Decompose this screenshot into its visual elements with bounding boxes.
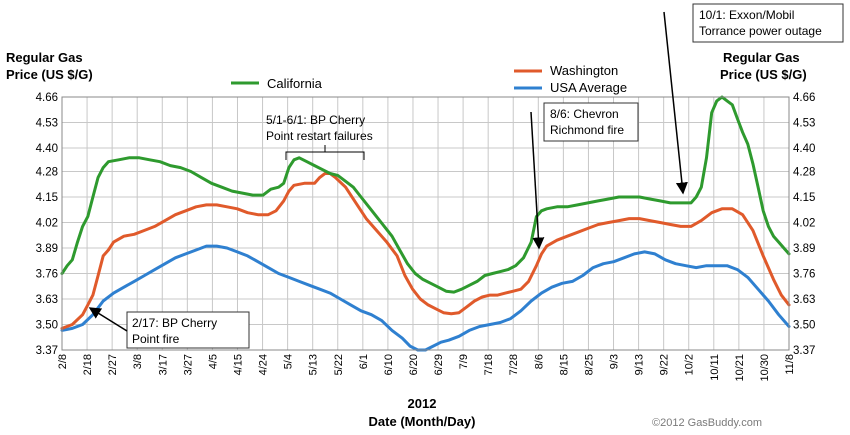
x-tick-label: 3/8 [132, 354, 144, 369]
y-tick-left: 4.02 [36, 218, 58, 230]
right-axis-title-line1: Regular Gas [723, 50, 800, 65]
x-tick-label: 7/28 [508, 354, 520, 375]
legend-label-usa: USA Average [550, 80, 627, 95]
annotation-aug6: 8/6: Chevron Richmond fire [530, 102, 639, 250]
annotation-aug6-line2: Richmond fire [550, 123, 624, 137]
legend-label-california: California [267, 76, 323, 91]
annotation-feb17: 2/17: BP Cherry Point fire [88, 307, 250, 349]
y-tick-right: 4.15 [793, 192, 815, 204]
x-tick-label: 8/15 [558, 354, 570, 375]
x-tick-label: 8/25 [583, 354, 595, 375]
y-tick-left: 3.76 [36, 269, 58, 281]
annotation-oct1-line1: 10/1: Exxon/Mobil [699, 8, 794, 22]
annotation-feb17-line2: Point fire [132, 332, 180, 346]
y-tick-right: 4.02 [793, 218, 815, 230]
x-tick-label: 6/29 [433, 354, 445, 375]
x-tick-label: 5/22 [333, 354, 345, 375]
left-axis-title-line2: Price (US $/G) [6, 67, 93, 82]
y-tick-left: 4.53 [36, 117, 58, 129]
legend: California Washington USA Average [231, 63, 627, 95]
x-tick-label: 6/1 [358, 354, 370, 369]
y-axis-right: 4.66 4.53 4.40 4.28 4.15 4.02 3.89 3.76 3.63 3.50… [793, 92, 815, 357]
x-axis-year: 2012 [408, 396, 437, 411]
annotation-aug6-arrow [530, 111, 545, 250]
x-tick-label: 6/10 [383, 354, 395, 375]
y-tick-right: 4.40 [793, 143, 815, 155]
y-tick-right: 3.76 [793, 269, 815, 281]
x-tick-label: 10/2 [684, 354, 696, 375]
annotation-feb17-box [126, 311, 250, 349]
x-tick-label: 2/27 [107, 354, 119, 375]
x-tick-label: 7/18 [483, 354, 495, 375]
x-tick-label: 10/21 [734, 354, 746, 382]
x-tick-label: 9/3 [609, 354, 621, 369]
y-tick-left: 4.40 [36, 143, 58, 155]
x-tick-label: 6/20 [408, 354, 420, 375]
series-line-california [60, 95, 791, 294]
annotation-oct1: 10/1: Exxon/Mobil Torrance power outage [663, 3, 844, 195]
x-tick-label: 8/6 [533, 354, 545, 369]
x-tick-label: 7/9 [458, 354, 470, 369]
y-tick-right: 4.28 [793, 167, 815, 179]
annotation-may1-bracket [285, 145, 365, 160]
annotation-oct1-box [692, 3, 844, 43]
x-tick-label: 9/22 [659, 354, 671, 375]
y-tick-right: 3.63 [793, 294, 815, 306]
y-tick-left: 3.37 [36, 345, 58, 357]
y-tick-left: 4.66 [36, 92, 58, 104]
x-tick-label: 10/30 [759, 354, 771, 382]
y-axis-left: 4.66 4.53 4.40 4.28 4.15 4.02 3.89 3.76 3.63 3.50… [36, 92, 58, 357]
x-tick-label: 4/5 [207, 354, 219, 369]
annotation-oct1-line2: Torrance power outage [699, 24, 822, 38]
y-tick-left: 3.89 [36, 243, 58, 255]
x-tick-label: 2/8 [57, 354, 69, 369]
y-tick-right: 3.50 [793, 320, 815, 332]
y-tick-left: 4.28 [36, 167, 58, 179]
y-tick-right: 3.37 [793, 345, 815, 357]
annotation-may1-line2: Point restart failures [266, 129, 373, 143]
y-tick-right: 3.89 [793, 243, 815, 255]
annotation-feb17-arrow [88, 307, 128, 332]
y-tick-left: 4.15 [36, 192, 58, 204]
x-tick-label: 3/27 [182, 354, 194, 375]
credit-text: ©2012 GasBuddy.com [652, 417, 762, 429]
x-tick-label: 3/17 [157, 354, 169, 375]
annotation-may1: 5/1-6/1: BP Cherry Point restart failure… [266, 113, 373, 160]
annotation-oct1-arrow [663, 11, 688, 195]
x-tick-label: 11/8 [784, 354, 796, 375]
y-tick-left: 3.50 [36, 320, 58, 332]
x-axis: 2/8 2/18 2/27 3/8 3/17 3/27 4/5 4/15 4/24 5/4 5/13… [57, 354, 796, 382]
annotation-aug6-box [543, 102, 639, 142]
y-tick-left: 3.63 [36, 294, 58, 306]
x-tick-label: 4/24 [258, 354, 270, 375]
x-axis-title: Date (Month/Day) [369, 414, 476, 429]
y-tick-right: 4.66 [793, 92, 815, 104]
plot-frame [61, 96, 790, 351]
annotation-aug6-line1: 8/6: Chevron [550, 107, 619, 121]
x-tick-label: 5/13 [308, 354, 320, 375]
y-tick-right: 4.53 [793, 117, 815, 129]
x-tick-label: 5/4 [283, 354, 295, 369]
legend-label-washington: Washington [550, 63, 618, 78]
x-tick-label: 9/13 [634, 354, 646, 375]
right-axis-title-line2: Price (US $/G) [720, 67, 807, 82]
annotation-feb17-line1: 2/17: BP Cherry [132, 316, 217, 330]
annotation-may1-line1: 5/1-6/1: BP Cherry [266, 113, 365, 127]
left-axis-title-line1: Regular Gas [6, 50, 83, 65]
x-tick-label: 4/15 [232, 354, 244, 375]
x-tick-label: 2/18 [82, 354, 94, 375]
x-tick-label: 10/11 [709, 354, 721, 381]
series-line-washington [60, 172, 791, 330]
